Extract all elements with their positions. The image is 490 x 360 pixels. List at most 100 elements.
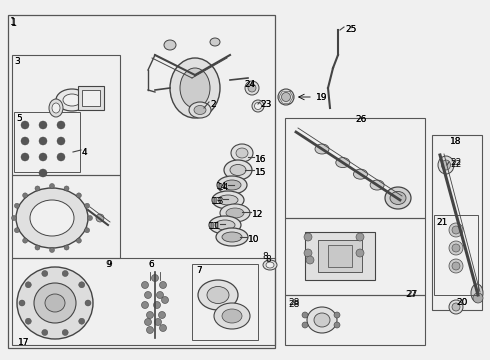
Circle shape [306,256,314,264]
Ellipse shape [441,160,450,170]
Ellipse shape [194,105,206,114]
Circle shape [64,245,69,250]
Ellipse shape [226,208,244,218]
Text: 20: 20 [456,298,467,307]
Bar [82,90,100,106]
Text: 14: 14 [218,183,229,192]
Ellipse shape [217,176,247,194]
Ellipse shape [307,307,337,333]
Text: 24: 24 [244,80,255,89]
Text: 8: 8 [262,252,268,261]
Circle shape [62,270,68,276]
Circle shape [304,249,312,257]
Text: 19: 19 [316,93,327,102]
Circle shape [302,322,308,328]
Text: 6: 6 [148,260,154,269]
Circle shape [147,327,153,333]
Text: 9: 9 [105,260,111,269]
Circle shape [23,193,27,198]
Text: 22: 22 [450,160,461,169]
Ellipse shape [452,303,460,311]
Circle shape [39,153,47,161]
Text: 24: 24 [244,80,255,89]
Ellipse shape [353,169,368,179]
Ellipse shape [210,38,220,46]
Ellipse shape [17,267,93,339]
Circle shape [334,312,340,318]
Bar [432,135,482,310]
Text: 18: 18 [450,137,462,146]
Text: 17: 17 [18,338,29,347]
Text: 7: 7 [196,266,202,275]
Ellipse shape [45,294,65,312]
Text: 20: 20 [456,298,467,307]
Bar [328,245,352,267]
Ellipse shape [198,280,238,310]
Text: 2: 2 [210,100,216,109]
Circle shape [57,153,65,161]
Text: 13: 13 [213,197,224,206]
Circle shape [57,137,65,145]
Ellipse shape [220,204,250,222]
Ellipse shape [315,144,329,154]
Circle shape [156,292,164,298]
Text: 10: 10 [248,235,260,244]
Ellipse shape [224,160,252,180]
Text: 5: 5 [16,114,22,123]
Ellipse shape [236,148,248,158]
Text: 11: 11 [208,222,220,231]
Bar [14,112,80,172]
Ellipse shape [230,165,246,175]
Text: 23: 23 [260,100,271,109]
Text: 27: 27 [406,290,417,299]
Text: 4: 4 [82,148,88,157]
Text: 9: 9 [106,260,112,269]
Ellipse shape [449,300,463,314]
Ellipse shape [336,158,350,168]
Ellipse shape [214,303,250,329]
Circle shape [153,302,161,309]
Circle shape [19,300,25,306]
Circle shape [96,214,104,222]
Text: 16: 16 [255,155,267,164]
Circle shape [21,153,29,161]
Circle shape [49,248,54,252]
Circle shape [42,270,48,276]
Circle shape [85,300,91,306]
Circle shape [452,244,460,252]
Ellipse shape [278,89,294,105]
Circle shape [11,216,17,220]
Text: 26: 26 [355,115,367,124]
Ellipse shape [218,195,238,205]
Text: 18: 18 [450,137,462,146]
Text: 3: 3 [14,57,20,66]
Circle shape [452,262,460,270]
Circle shape [85,203,90,208]
Text: 26: 26 [355,115,367,124]
Circle shape [79,318,85,324]
Circle shape [304,233,312,241]
Circle shape [302,312,308,318]
Bar [285,218,425,295]
Text: 15: 15 [255,168,267,177]
Ellipse shape [164,40,176,50]
Circle shape [158,311,166,319]
Circle shape [76,238,81,243]
Ellipse shape [180,68,210,108]
Circle shape [39,169,47,177]
Ellipse shape [390,192,406,204]
Text: 17: 17 [18,338,29,347]
Circle shape [14,203,20,208]
Text: 21: 21 [436,218,447,227]
Ellipse shape [212,191,244,209]
Circle shape [57,121,65,129]
Circle shape [356,233,364,241]
Text: 2: 2 [210,100,216,109]
Bar [434,215,478,295]
Ellipse shape [222,232,242,242]
Text: 21: 21 [436,218,447,227]
Bar [8,15,275,348]
Ellipse shape [231,144,253,162]
Text: 5: 5 [16,114,22,123]
Circle shape [473,293,483,303]
